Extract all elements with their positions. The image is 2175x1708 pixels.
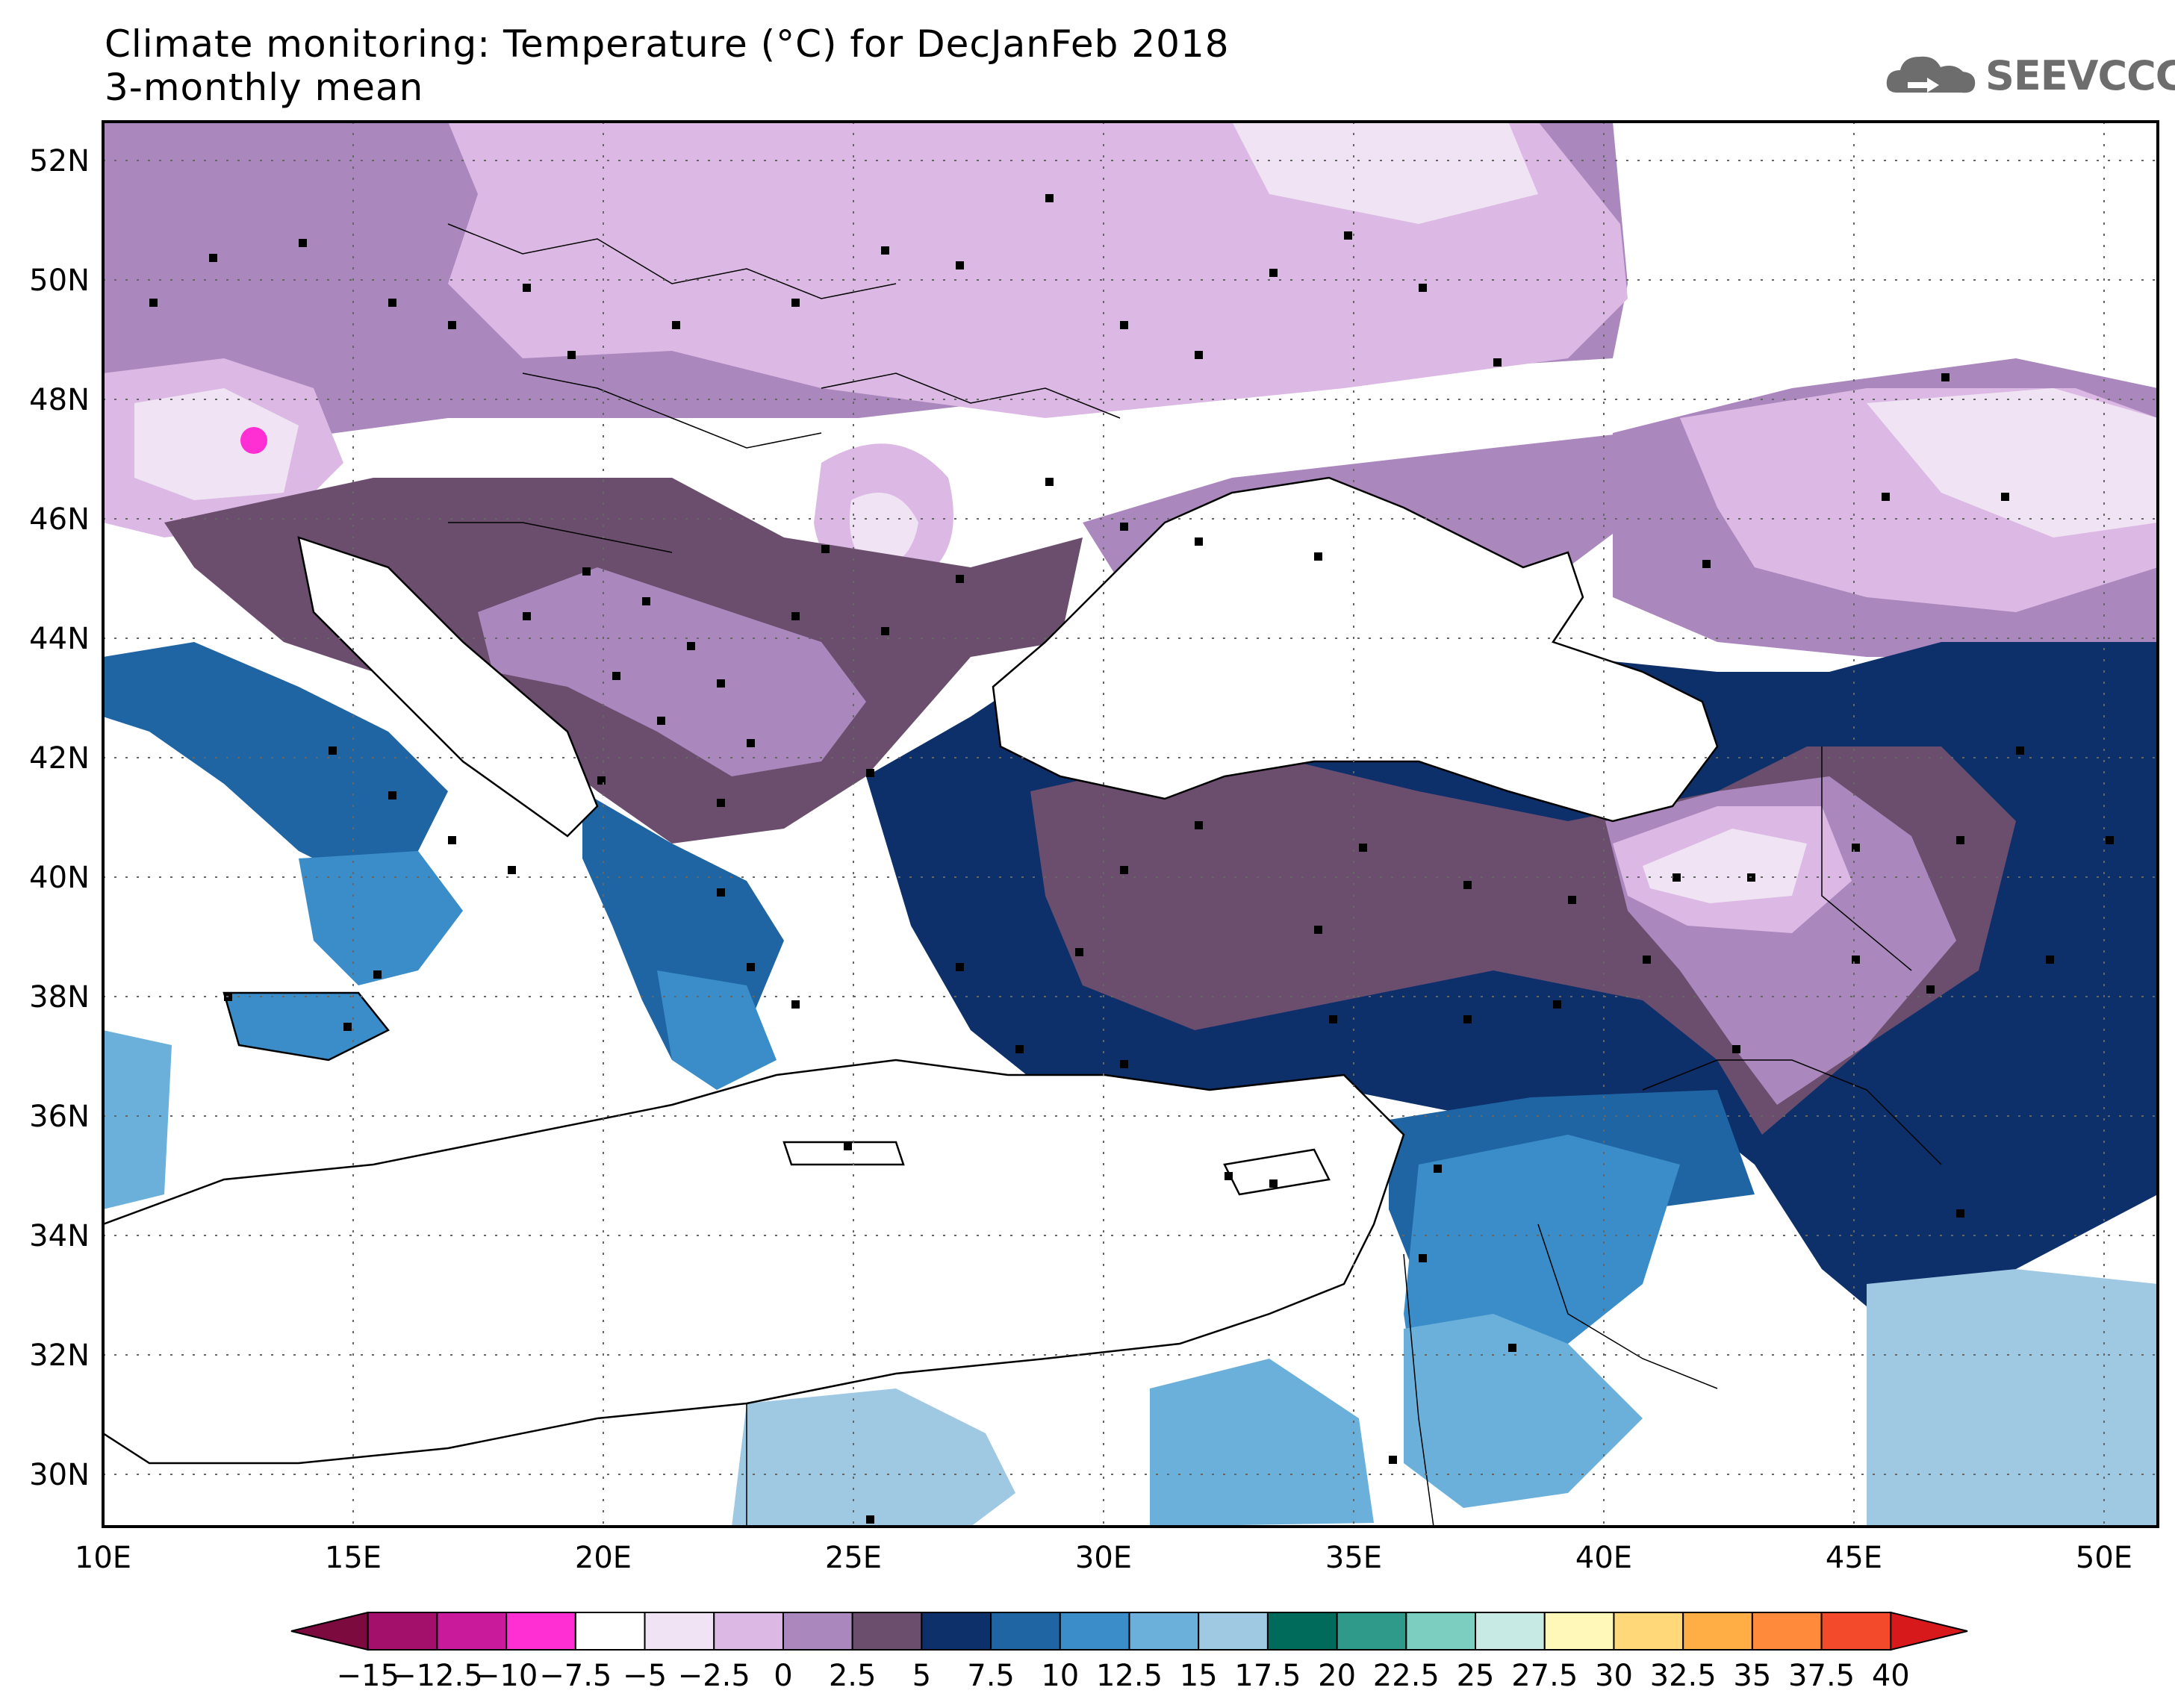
colorbar-swatch [782,1612,853,1651]
logo-text: SEEVCCC [1985,52,2175,99]
y-tick-label: 36N [29,1100,90,1134]
colorbar-swatch [644,1612,715,1651]
colorbar-label: 5 [912,1659,931,1693]
map-subtitle: 3-monthly mean [105,66,424,109]
x-axis-ticks: 10E 15E 20E 25E 30E 35E 40E 45E 50E [75,1541,2132,1575]
italy-mild-belt [103,642,448,881]
y-tick-label: 34N [29,1219,90,1253]
colorbar-label: −15 [336,1659,399,1693]
colorbar-label: 22.5 [1373,1659,1440,1693]
colorbar-swatch [921,1612,992,1651]
y-tick-label: 52N [29,144,90,178]
egypt-light [732,1388,1015,1527]
colorbar-swatch [1543,1612,1615,1651]
colorbar-label: −5 [623,1659,667,1693]
cold-spot-alps-peak [240,427,267,454]
x-tick-label: 15E [325,1541,382,1575]
map-field [103,122,2158,1527]
colorbar-label: −10 [475,1659,538,1693]
colorbar-label: 25 [1457,1659,1495,1693]
colorbar-swatch [505,1612,576,1651]
iran-east-light [1867,1269,2158,1527]
colorbar-swatch [1405,1612,1477,1651]
adriatic-sea [299,537,597,836]
y-tick-label: 38N [29,980,90,1014]
y-tick-label: 44N [29,622,90,656]
colorbar-swatch [1682,1612,1753,1651]
greece-south [657,970,777,1090]
cold-spot-alps-core [134,388,299,500]
colorbar: −15−12.5−10 −7.5 −5 −2.5 0 2.5 5 7.5 10 12.5 15 17.… [290,1611,1968,1693]
colorbar-swatch [436,1612,508,1651]
x-tick-label: 30E [1075,1541,1132,1575]
colorbar-label: 20 [1318,1659,1356,1693]
y-tick-label: 42N [29,741,90,776]
colorbar-label: 32.5 [1650,1659,1717,1693]
sicily [224,993,388,1060]
colorbar-label: 7.5 [967,1659,1015,1693]
egypt-east [1150,1359,1374,1527]
x-tick-label: 50E [2076,1541,2132,1575]
x-tick-label: 25E [825,1541,882,1575]
x-tick-label: 10E [75,1541,131,1575]
colorbar-swatch [574,1612,646,1651]
colorbar-label: −2.5 [678,1659,750,1693]
colorbar-label: 30 [1595,1659,1633,1693]
coastlines [103,476,1719,1465]
colorbar-label: 37.5 [1788,1659,1855,1693]
balkan-inner-lighter [478,567,866,776]
colorbar-swatch [367,1612,438,1651]
cloud-icon [1886,56,1976,93]
cold-spot-carpathians-core [850,493,918,567]
colorbar-swatch [1059,1612,1130,1651]
colorbar-label: 35 [1733,1659,1771,1693]
colorbar-swatch [1820,1612,1892,1651]
colorbar-swatch [851,1612,923,1651]
colorbar-swatch [1751,1612,1823,1651]
colorbar-label: 0 [774,1659,792,1693]
y-tick-label: 50N [29,264,90,298]
cold-zone-lightest-north [1232,122,1538,224]
x-tick-label: 40E [1575,1541,1632,1575]
y-tick-label: 48N [29,383,90,417]
colorbar-swatch [1128,1612,1200,1651]
colorbar-label: 27.5 [1511,1659,1578,1693]
jordan-zone [1404,1314,1643,1508]
colorbar-swatch [290,1611,369,1651]
colorbar-label: 15 [1180,1659,1218,1693]
colorbar-swatch [1475,1612,1546,1651]
colorbar-swatch [1890,1611,1968,1651]
colorbar-label: 17.5 [1234,1659,1301,1693]
y-tick-label: 32N [29,1338,90,1373]
colorbar-swatch [990,1612,1061,1651]
mediterranean-sea [103,1060,1404,1463]
colorbar-label: 12.5 [1096,1659,1163,1693]
colorbar-swatch [1266,1612,1338,1651]
colorbar-swatch [1198,1612,1269,1651]
y-tick-label: 46N [29,502,90,537]
x-tick-label: 20E [575,1541,632,1575]
caucasus-lightest [1867,388,2158,537]
colorbar-label: 40 [1872,1659,1910,1693]
eastern-turkey-coldest [1643,829,1807,903]
italy-south [299,851,463,985]
colorbar-label: 10 [1041,1659,1079,1693]
colorbar-swatch [1336,1612,1407,1651]
map-title: Climate monitoring: Temperature (°C) for… [105,22,1230,66]
colorbar-label: 2.5 [829,1659,877,1693]
map-frame [102,120,2159,1528]
colorbar-label: −7.5 [539,1659,612,1693]
x-tick-label: 45E [1826,1541,1882,1575]
tunisia-light [103,1030,172,1209]
y-tick-label: 30N [29,1458,90,1492]
colorbar-swatch [713,1612,784,1651]
country-borders [447,223,1942,1527]
x-tick-label: 35E [1325,1541,1382,1575]
colorbar-swatch [1613,1612,1684,1651]
colorbar-label: −12.5 [391,1659,483,1693]
seevccc-logo: SEEVCCC [1882,46,2175,106]
y-tick-label: 40N [29,861,90,895]
y-axis-ticks: 30N 32N 34N 36N 38N 40N 42N 44N 46N 48N … [29,144,90,1492]
